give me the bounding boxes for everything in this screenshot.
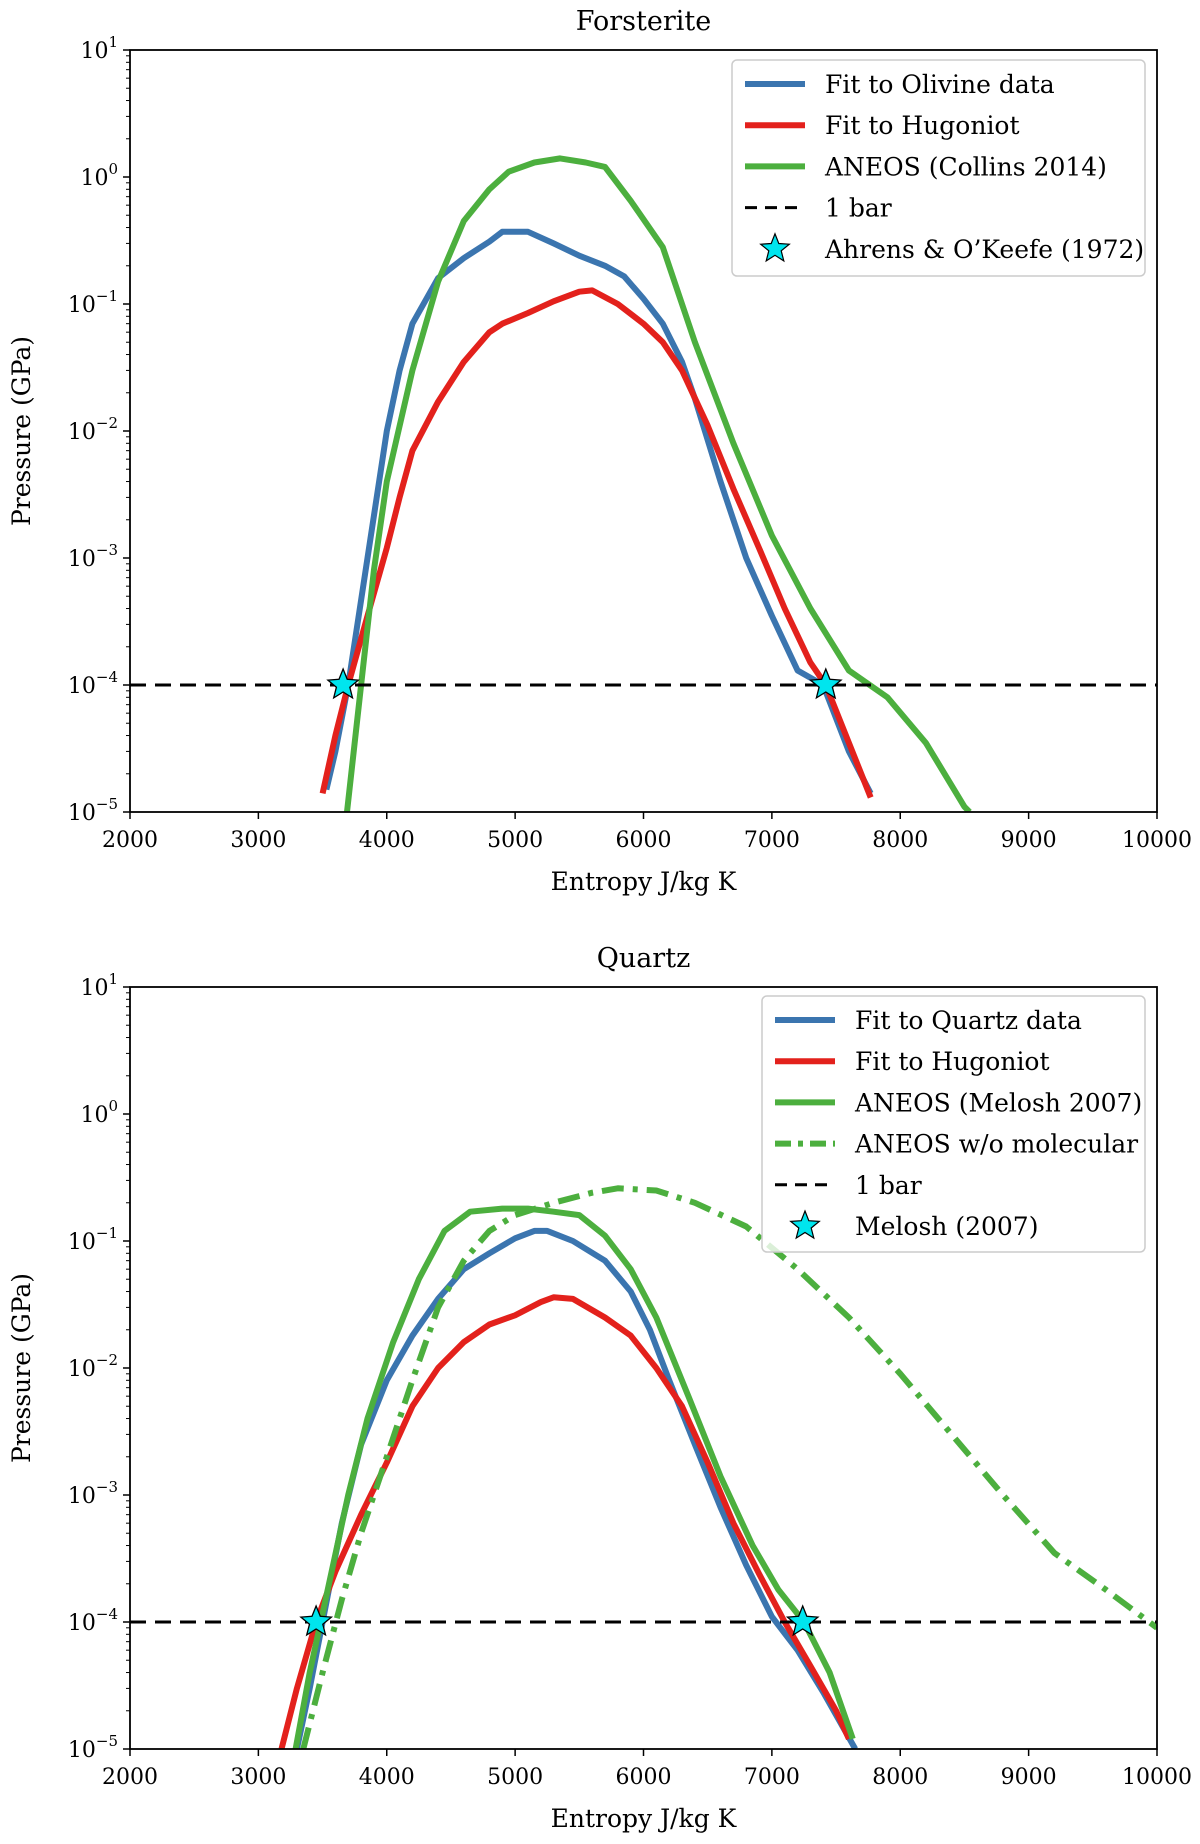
plot-area xyxy=(130,155,1157,812)
y-tick-label: 10−4 xyxy=(68,1605,118,1636)
legend: Fit to Quartz data Fit to Hugoniot ANEOS (… xyxy=(761,995,1146,1253)
legend-label: Melosh (2007) xyxy=(855,1212,1038,1241)
x-tick-label: 3000 xyxy=(230,828,286,853)
x-tick-label: 7000 xyxy=(744,1765,800,1790)
legend-label: Fit to Quartz data xyxy=(855,1006,1082,1035)
legend-label: Fit to Hugoniot xyxy=(855,1047,1050,1076)
x-tick-label: 5000 xyxy=(487,1765,543,1790)
chart-title: Forsterite xyxy=(576,6,711,37)
y-tick-label: 10−1 xyxy=(68,1224,118,1255)
legend-marker xyxy=(789,1209,821,1240)
legend-marker xyxy=(759,232,791,263)
x-tick-label: 7000 xyxy=(744,828,800,853)
x-tick-label: 4000 xyxy=(359,828,415,853)
x-tick-label: 6000 xyxy=(616,1765,672,1790)
series-line-2 xyxy=(292,1205,856,1749)
x-tick-label: 9000 xyxy=(1001,1765,1057,1790)
x-axis-label: Entropy J/kg K xyxy=(551,1804,738,1833)
legend-label: Fit to Hugoniot xyxy=(825,111,1020,140)
legend-box xyxy=(761,995,1146,1253)
legend-label: ANEOS w/o molecular xyxy=(854,1130,1138,1159)
y-tick-label: 10−3 xyxy=(68,1478,118,1509)
legend-label: ANEOS (Melosh 2007) xyxy=(854,1088,1142,1117)
x-tick-label: 8000 xyxy=(872,1765,928,1790)
chart-title: Quartz xyxy=(597,943,691,974)
star-marker xyxy=(785,1604,820,1637)
plot-area xyxy=(130,1185,1157,1749)
series-line-0 xyxy=(293,1227,858,1749)
y-tick-label: 10−4 xyxy=(68,668,118,699)
y-tick-label: 100 xyxy=(80,160,118,191)
legend-label: 1 bar xyxy=(855,1171,922,1200)
x-tick-label: 6000 xyxy=(616,828,672,853)
x-tick-label: 2000 xyxy=(102,1765,158,1790)
legend: Fit to Olivine data Fit to Hugoniot ANEOS … xyxy=(731,59,1146,277)
legend-label: Fit to Olivine data xyxy=(825,70,1055,99)
y-tick-label: 10−5 xyxy=(68,1732,118,1763)
star-marker xyxy=(299,1604,334,1637)
x-tick-label: 5000 xyxy=(487,828,543,853)
y-tick-label: 10−2 xyxy=(68,1351,118,1382)
chart-0: Forsterite 2000 3000 4000 5000 6000 7000 8000 90… xyxy=(7,6,1192,896)
x-tick-label: 4000 xyxy=(359,1765,415,1790)
y-tick-label: 101 xyxy=(80,33,118,64)
series-line-1 xyxy=(319,287,874,799)
x-tick-label: 3000 xyxy=(230,1765,286,1790)
legend-label: Ahrens & O’Keefe (1972) xyxy=(824,235,1144,264)
y-tick-label: 10−1 xyxy=(68,287,118,318)
x-tick-label: 2000 xyxy=(102,828,158,853)
series-line-3 xyxy=(300,1185,1157,1749)
y-tick-label: 100 xyxy=(80,1097,118,1128)
series-line-2 xyxy=(344,155,972,812)
series-line-1 xyxy=(278,1294,852,1749)
x-tick-label: 10000 xyxy=(1122,1765,1192,1790)
star-marker xyxy=(326,667,360,700)
y-tick-label: 10−2 xyxy=(68,414,118,445)
legend-label: 1 bar xyxy=(825,194,892,223)
y-tick-label: 10−3 xyxy=(68,541,118,572)
y-tick-label: 10−5 xyxy=(68,795,118,826)
x-axis-label: Entropy J/kg K xyxy=(551,867,738,896)
x-tick-label: 10000 xyxy=(1122,828,1192,853)
axes-frame xyxy=(129,49,1158,813)
chart-1: Quartz 2000 3000 4000 5000 6000 7000 8000 9000 10… xyxy=(7,943,1192,1833)
x-tick-label: 8000 xyxy=(872,828,928,853)
axes-frame xyxy=(129,986,1158,1750)
y-tick-label: 101 xyxy=(80,970,118,1001)
x-tick-label: 9000 xyxy=(1001,828,1057,853)
legend-label: ANEOS (Collins 2014) xyxy=(824,152,1107,181)
legend-box xyxy=(731,59,1146,277)
series-line-0 xyxy=(323,228,874,795)
y-axis-label: Pressure (GPa) xyxy=(7,336,36,526)
star-marker xyxy=(808,667,843,700)
y-axis-label: Pressure (GPa) xyxy=(7,1273,36,1463)
